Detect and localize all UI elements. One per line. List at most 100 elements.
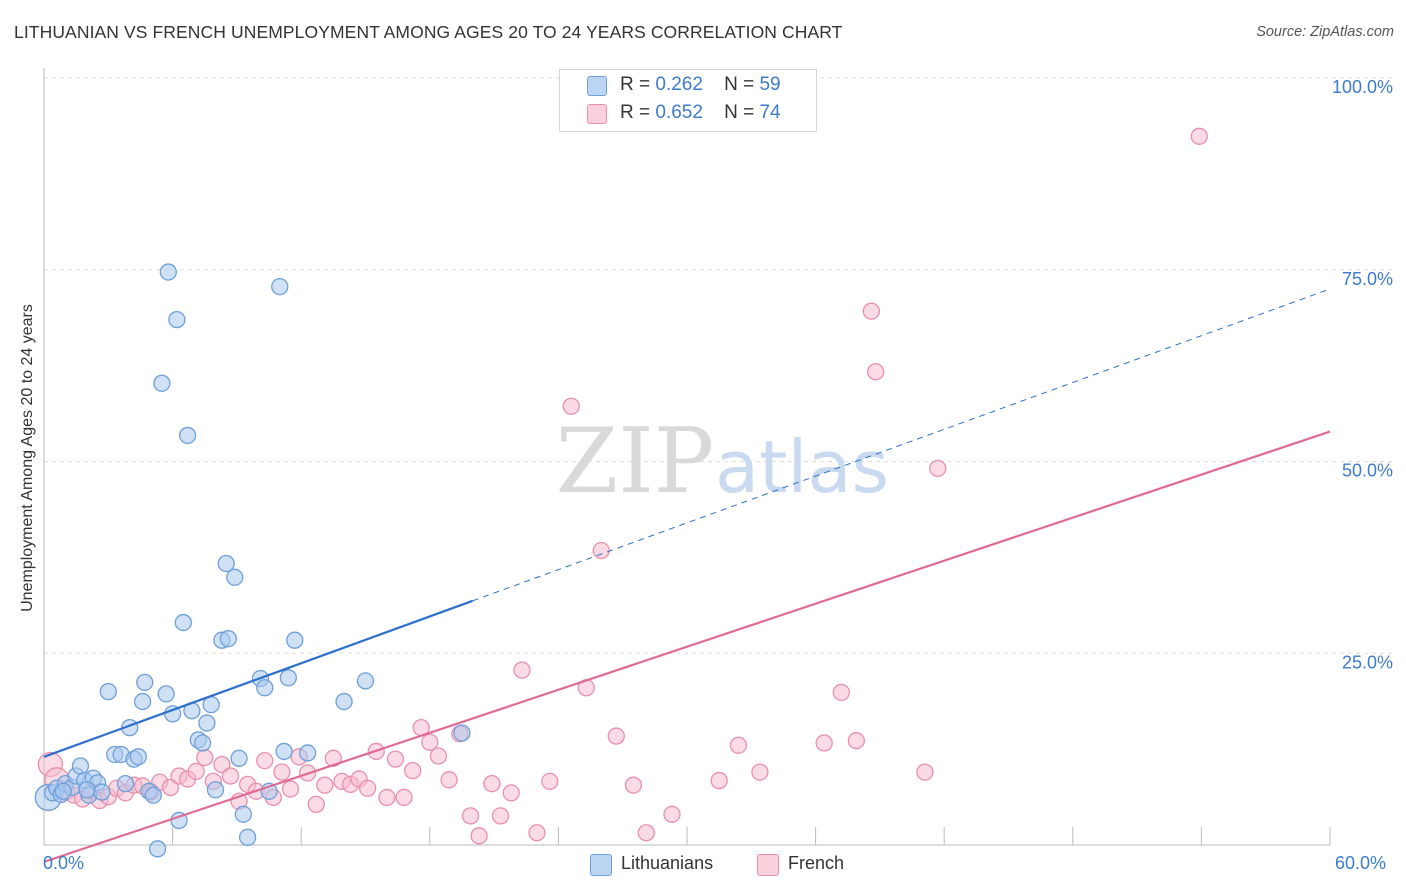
lithuanian-trend-line <box>43 599 474 758</box>
french-point <box>483 774 501 793</box>
lithuanian-point <box>174 613 192 632</box>
french-point <box>663 805 681 823</box>
french-point <box>624 776 643 794</box>
french-point <box>1190 127 1208 145</box>
y-tick-label: 25.0% <box>1342 652 1393 672</box>
lithuanian-point <box>286 631 304 649</box>
bottom-legend-swatch-blue <box>590 854 612 876</box>
french-points <box>37 127 1208 845</box>
lithuanian-point <box>157 685 175 703</box>
bottom-legend-swatch-pink <box>757 854 779 876</box>
legend-swatch-blue <box>587 76 607 96</box>
lithuanian-point <box>144 786 162 804</box>
lithuanian-point <box>54 782 72 800</box>
french-point <box>395 788 413 807</box>
french-point <box>324 749 343 767</box>
lithuanian-point <box>256 679 274 697</box>
trend-lines <box>43 288 1331 863</box>
french-point <box>196 748 214 767</box>
lithuanian-point <box>148 840 167 858</box>
lithuanian-point <box>133 692 152 711</box>
french-point <box>461 807 480 825</box>
french-point <box>386 750 405 768</box>
french-point <box>562 397 580 415</box>
french-point <box>528 824 546 842</box>
french-point <box>429 747 448 765</box>
french-point <box>440 771 458 789</box>
lithuanian-point <box>219 630 237 648</box>
lithuanian-point <box>129 748 147 766</box>
french-point <box>491 807 510 825</box>
french-point <box>866 363 885 381</box>
french-point <box>307 795 325 813</box>
french-point <box>404 761 422 780</box>
legend-n-value: 59 <box>759 74 781 95</box>
french-point <box>729 736 748 754</box>
legend: R = 0.262 N = 59 R = 0.652 N = 74 <box>559 69 817 132</box>
lithuanian-point <box>453 724 471 742</box>
y-tick-label: 100.0% <box>1332 77 1393 97</box>
legend-r-label: R = <box>620 102 651 123</box>
x-tick-label-max: 60.0% <box>1335 853 1387 873</box>
lithuanian-point <box>178 426 197 445</box>
grid-lines <box>44 77 1392 654</box>
lithuanian-point <box>206 781 225 799</box>
legend-r-value: 0.262 <box>655 74 703 95</box>
y-tick-labels: 25.0% 50.0% 75.0% 100.0% <box>1332 77 1393 672</box>
lithuanian-point <box>271 277 289 296</box>
french-point <box>281 780 300 798</box>
axes <box>43 68 1331 846</box>
french-point <box>213 755 231 774</box>
lithuanian-point <box>71 757 90 775</box>
french-point <box>316 776 334 794</box>
french-point <box>592 541 610 560</box>
watermark-zip: ZIP <box>556 409 715 514</box>
lithuanian-point <box>193 734 212 752</box>
french-point <box>847 732 865 750</box>
french-point <box>421 733 439 751</box>
lithuanian-point <box>279 669 297 687</box>
french-point <box>513 661 531 679</box>
lithuanian-point <box>198 714 216 732</box>
legend-n-label: N = <box>724 74 755 95</box>
lithuanian-point <box>168 310 186 329</box>
lithuanian-point <box>217 554 235 573</box>
french-point <box>256 751 274 770</box>
french-point <box>607 727 625 745</box>
watermark: ZIP atlas <box>556 409 889 514</box>
lithuanian-point <box>234 805 252 823</box>
french-point <box>815 734 833 752</box>
french-point <box>273 763 291 781</box>
source-credit: Source: ZipAtlas.com <box>1256 24 1394 40</box>
y-tick-label: 75.0% <box>1342 269 1393 289</box>
lithuanian-point <box>153 374 171 392</box>
lithuanian-point <box>230 749 248 767</box>
french-point <box>378 788 396 807</box>
lithuanian-point <box>298 744 317 762</box>
french-point <box>710 771 728 790</box>
french-point <box>541 772 559 790</box>
lithuanian-point <box>356 672 375 690</box>
y-tick-label: 50.0% <box>1342 461 1393 481</box>
chart-title: LITHUANIAN VS FRENCH UNEMPLOYMENT AMONG … <box>14 22 843 42</box>
french-point <box>916 763 934 781</box>
lithuanian-point <box>116 774 135 793</box>
french-point <box>161 778 180 797</box>
lithuanian-point <box>159 263 177 281</box>
french-point <box>832 683 850 702</box>
watermark-atlas: atlas <box>715 425 889 509</box>
legend-n-label: N = <box>724 102 755 123</box>
lithuanian-point <box>99 682 117 701</box>
french-point <box>637 824 655 842</box>
lithuanian-point <box>275 742 293 761</box>
lithuanian-point <box>93 783 111 801</box>
legend-swatch-pink <box>587 104 607 124</box>
french-point <box>862 302 880 320</box>
french-point <box>929 459 947 478</box>
french-point <box>221 767 240 785</box>
french-point <box>358 779 377 797</box>
french-point <box>502 784 520 802</box>
bottom-legend-label: French <box>788 853 845 873</box>
lithuanian-point <box>238 828 257 846</box>
